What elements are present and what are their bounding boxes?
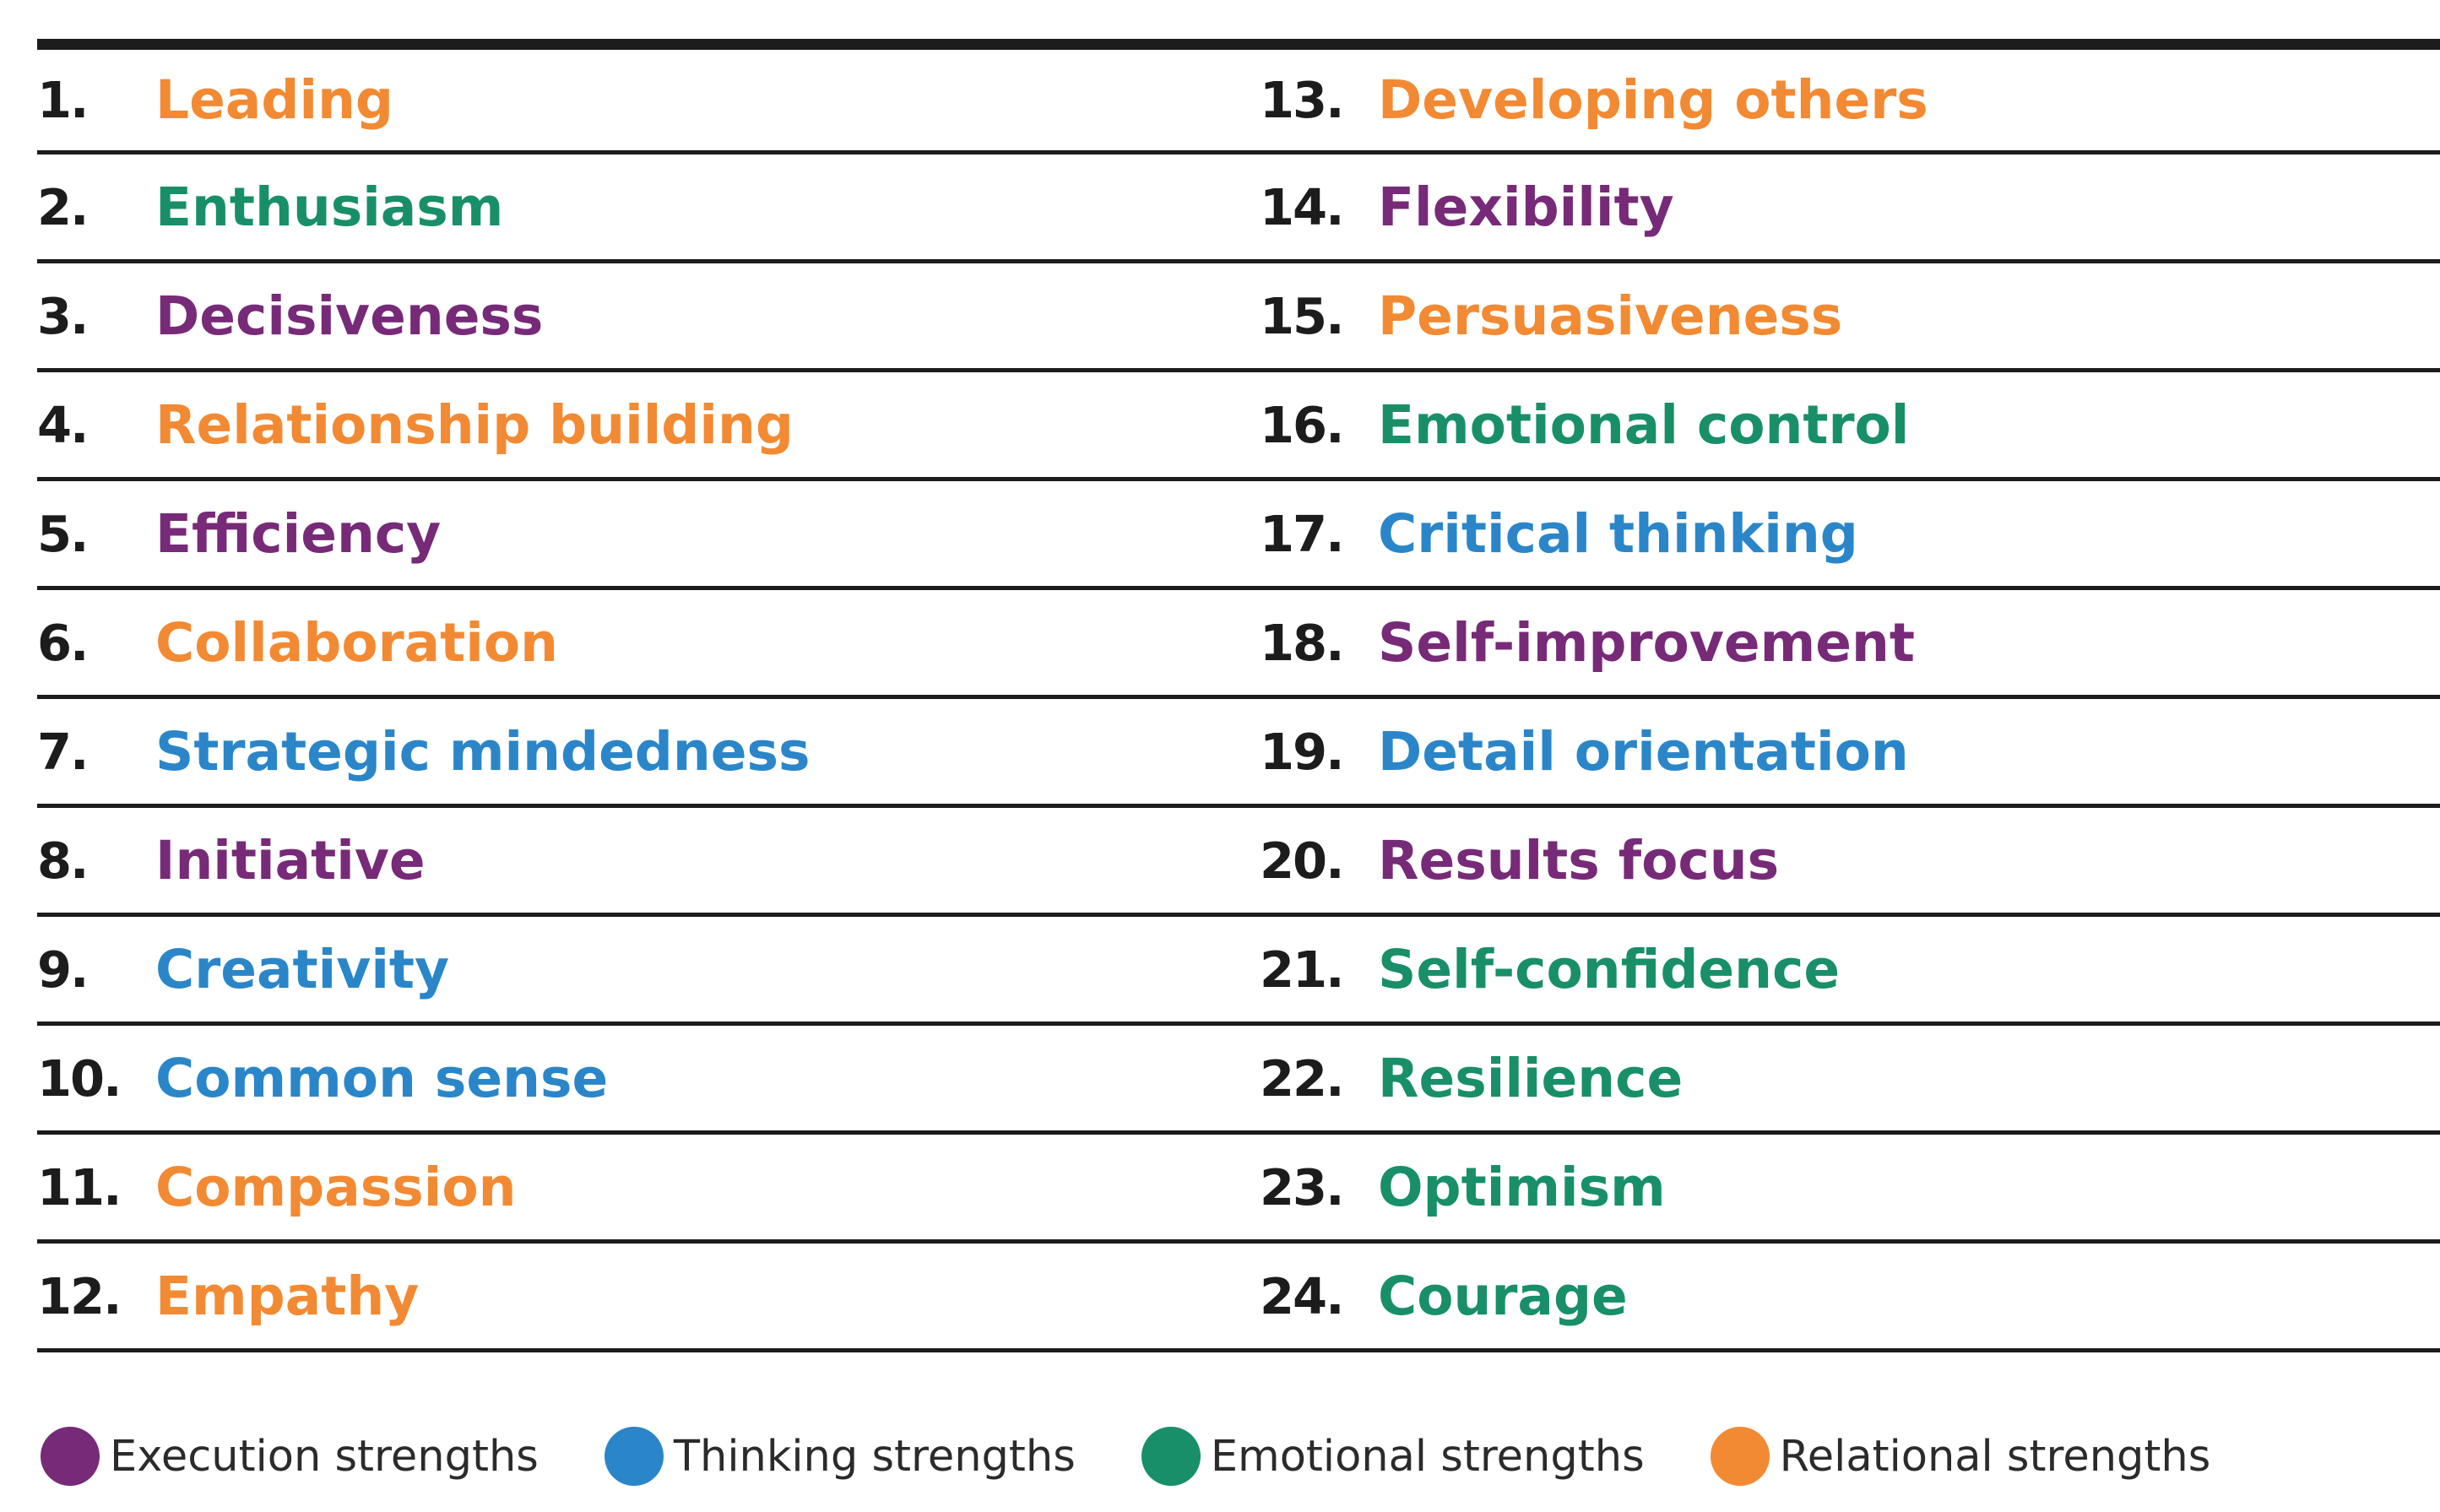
legend-item-relational: Relational strengths bbox=[1710, 1427, 2211, 1486]
strength-label: Results focus bbox=[1378, 829, 1780, 891]
strength-label: Compassion bbox=[155, 1156, 517, 1218]
strength-rank: 21. bbox=[1260, 940, 1345, 999]
strength-label: Empathy bbox=[155, 1265, 420, 1327]
legend-label: Relational strengths bbox=[1779, 1431, 2211, 1482]
strength-rank: 22. bbox=[1260, 1049, 1345, 1108]
strength-rank: 14. bbox=[1260, 177, 1345, 236]
strength-row: 22. Resilience bbox=[1260, 1026, 2440, 1135]
legend-label: Emotional strengths bbox=[1210, 1431, 1645, 1482]
strength-row: 12. Empathy bbox=[37, 1244, 1260, 1352]
strength-row: 6. Collaboration bbox=[37, 590, 1260, 699]
strength-rank: 8. bbox=[37, 831, 89, 890]
strength-label: Flexibility bbox=[1378, 176, 1674, 238]
strength-row: 1. Leading bbox=[37, 50, 1260, 154]
strength-row: 15. Persuasiveness bbox=[1260, 263, 2440, 372]
strength-rank: 12. bbox=[37, 1266, 122, 1325]
strength-rank: 6. bbox=[37, 613, 89, 672]
strength-label: Decisiveness bbox=[155, 285, 544, 347]
strength-label: Common sense bbox=[155, 1047, 609, 1109]
strength-row: 2. Enthusiasm bbox=[37, 154, 1260, 263]
strength-label: Detail orientation bbox=[1378, 720, 1909, 783]
strength-rank: 4. bbox=[37, 395, 89, 454]
strength-row: 10. Common sense bbox=[37, 1026, 1260, 1135]
strengths-list-left: 1. Leading 2. Enthusiasm 3. Decisiveness 4. Rel… bbox=[37, 50, 1260, 1352]
strength-rank: 10. bbox=[37, 1049, 122, 1108]
strength-rank: 18. bbox=[1260, 613, 1345, 672]
strength-row: 3. Decisiveness bbox=[37, 263, 1260, 372]
strength-label: Emotional control bbox=[1378, 393, 1910, 456]
legend-item-execution: Execution strengths bbox=[41, 1427, 539, 1486]
strength-row: 4. Relationship building bbox=[37, 372, 1260, 481]
strength-label: Self-confidence bbox=[1378, 938, 1841, 1000]
strength-label: Resilience bbox=[1378, 1047, 1684, 1109]
top-rule bbox=[37, 39, 2440, 50]
legend-item-emotional: Emotional strengths bbox=[1141, 1427, 1645, 1486]
strength-rank: 16. bbox=[1260, 395, 1345, 454]
strength-row: 23. Optimism bbox=[1260, 1135, 2440, 1244]
legend-dot-icon bbox=[1710, 1427, 1770, 1486]
strength-row: 21. Self-confidence bbox=[1260, 917, 2440, 1026]
strength-rank: 15. bbox=[1260, 286, 1345, 345]
strength-label: Efficiency bbox=[155, 502, 442, 565]
strength-label: Optimism bbox=[1378, 1156, 1666, 1218]
strength-row: 9. Creativity bbox=[37, 917, 1260, 1026]
strength-label: Collaboration bbox=[155, 611, 559, 674]
strength-row: 24. Courage bbox=[1260, 1244, 2440, 1352]
legend-dot-icon bbox=[1141, 1427, 1201, 1486]
strength-label: Persuasiveness bbox=[1378, 285, 1843, 347]
legend-dot-icon bbox=[41, 1427, 100, 1486]
strength-label: Self-improvement bbox=[1378, 611, 1915, 674]
strength-label: Developing others bbox=[1378, 69, 1928, 131]
strength-row: 11. Compassion bbox=[37, 1135, 1260, 1244]
strength-label: Initiative bbox=[155, 829, 426, 891]
legend: Execution strengths Thinking strengths Emo… bbox=[41, 1425, 2276, 1488]
strength-rank: 9. bbox=[37, 940, 89, 999]
strength-row: 7. Strategic mindedness bbox=[37, 699, 1260, 808]
strength-row: 13. Developing others bbox=[1260, 50, 2440, 154]
strength-rank: 17. bbox=[1260, 504, 1345, 563]
legend-item-thinking: Thinking strengths bbox=[604, 1427, 1076, 1486]
strength-rank: 20. bbox=[1260, 831, 1345, 890]
strength-label: Enthusiasm bbox=[155, 176, 504, 238]
strength-label: Strategic mindedness bbox=[155, 720, 811, 783]
strength-rank: 1. bbox=[37, 71, 89, 129]
strength-rank: 23. bbox=[1260, 1157, 1345, 1217]
strength-rank: 5. bbox=[37, 504, 89, 563]
strength-label: Relationship building bbox=[155, 393, 794, 456]
legend-label: Execution strengths bbox=[110, 1431, 539, 1482]
strength-label: Leading bbox=[155, 69, 394, 131]
strength-label: Courage bbox=[1378, 1265, 1628, 1327]
strength-rank: 2. bbox=[37, 177, 89, 236]
strength-row: 18. Self-improvement bbox=[1260, 590, 2440, 699]
strength-label: Critical thinking bbox=[1378, 502, 1858, 565]
strength-row: 20. Results focus bbox=[1260, 808, 2440, 917]
strength-row: 16. Emotional control bbox=[1260, 372, 2440, 481]
strength-rank: 11. bbox=[37, 1157, 122, 1217]
strength-row: 19. Detail orientation bbox=[1260, 699, 2440, 808]
strengths-list-right: 13. Developing others 14. Flexibility 15. Per… bbox=[1260, 50, 2440, 1352]
strength-label: Creativity bbox=[155, 938, 450, 1000]
strength-rank: 24. bbox=[1260, 1266, 1345, 1325]
strength-row: 8. Initiative bbox=[37, 808, 1260, 917]
strength-rank: 7. bbox=[37, 722, 89, 781]
strength-row: 17. Critical thinking bbox=[1260, 481, 2440, 590]
strength-rank: 3. bbox=[37, 286, 89, 345]
legend-label: Thinking strengths bbox=[673, 1431, 1076, 1482]
strength-rank: 19. bbox=[1260, 722, 1345, 781]
strength-rank: 13. bbox=[1260, 71, 1345, 129]
strength-row: 14. Flexibility bbox=[1260, 154, 2440, 263]
strength-row: 5. Efficiency bbox=[37, 481, 1260, 590]
legend-dot-icon bbox=[604, 1427, 664, 1486]
